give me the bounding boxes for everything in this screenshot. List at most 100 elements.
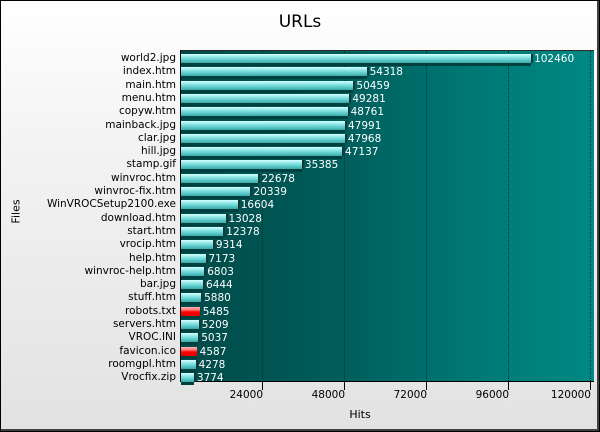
bar-cap [201,293,204,303]
value-label: 5485 [202,305,230,318]
bar-cap [301,160,304,170]
bar-shadow [181,329,199,332]
category-label: winvroc-fix.htm [94,185,176,197]
category-label: start.htm [127,224,176,237]
value-label: 5209 [201,319,229,331]
value-label: 4278 [198,358,226,371]
bar-cap [198,320,201,329]
value-label: 6444 [206,279,233,292]
bar-cap [205,253,208,263]
bar [181,240,215,250]
bar-cap [344,133,347,143]
bar-shadow [181,289,204,293]
bar [181,93,352,103]
bar-cap [342,147,345,157]
bar-shadow [181,249,213,253]
bar [181,373,196,383]
bar-cap [366,67,369,77]
gridline [426,51,427,381]
value-label: 47137 [345,146,379,159]
bar [181,80,356,90]
bar [181,200,240,210]
plot-area: 102460 54318 50459 49281 48761 47991 47968 4713… [180,50,594,386]
value-label: 49281 [352,92,386,105]
category-label: vrocip.htm [119,238,176,251]
category-label: favicon.ico [119,344,176,357]
category-label: Vrocfix.zip [121,371,176,384]
bar [181,359,198,369]
value-label: 12378 [226,225,260,238]
gridline [344,51,345,381]
bar [181,253,208,263]
x-tick [426,382,427,390]
category-label: stuff.htm [128,291,176,304]
value-label: 5037 [201,332,228,345]
bar [181,160,304,170]
bar [181,333,201,343]
bar [181,346,197,356]
bar [181,266,207,276]
value-label: 102460 [534,53,575,65]
bar-cap [250,187,253,196]
bar-shadow [181,382,194,386]
value-label: 50459 [356,79,390,92]
value-label: 47968 [347,132,382,145]
bar-cap [198,333,201,343]
value-label: 3774 [196,372,224,385]
bar-cap [237,200,240,210]
bar [181,107,350,117]
bar-shadow [181,169,302,173]
bar-cap [349,93,352,103]
x-tick-label: 24000 [229,389,263,401]
bar-cap [193,373,196,383]
category-label: roomgpl.htm [108,357,176,370]
category-label: download.htm [100,211,176,224]
bar-shadow [181,209,238,213]
bar-cap [212,240,215,250]
bar-shadow [181,63,532,66]
bar [181,306,200,316]
x-tick [508,382,509,390]
category-label: VROC.INI [128,331,176,344]
bar-cap [344,120,347,130]
bar-shadow [181,355,197,359]
value-label: 22678 [261,172,295,185]
bar [181,187,253,196]
bar-shadow [181,142,345,146]
gridline [508,51,509,381]
category-label: bar.jpg [139,278,176,291]
value-label: 47991 [347,119,382,132]
bar-shadow [181,182,259,186]
category-label: WinVROCSetup2100.exe [46,198,176,211]
bar-shadow [181,275,205,279]
bar-shadow [181,116,348,120]
bar [181,320,201,329]
category-label: stamp.gif [126,158,176,171]
value-label: 5880 [204,292,231,305]
bar [181,173,261,183]
bar [181,280,206,290]
category-label: hill.jpg [141,145,176,158]
value-label: 7173 [208,252,236,265]
gridline [262,51,263,381]
category-label: menu.htm [121,91,176,104]
category-label: main.htm [125,78,176,91]
value-label: 6803 [207,265,234,278]
bar-shadow [181,302,202,306]
bar-cap [225,213,228,223]
category-label: servers.htm [112,318,176,330]
bar-shadow [181,129,345,133]
bar-cap [347,107,350,117]
bar-shadow [181,222,226,226]
gridline [590,51,591,381]
value-label: 16604 [240,199,275,212]
bar [181,54,534,63]
bar-shadow [181,89,354,93]
value-label: 35385 [304,159,339,172]
bar [181,147,345,157]
bar [181,293,204,303]
x-axis-label: Hits [349,408,371,421]
x-tick-label: 48000 [311,389,345,401]
category-label: index.htm [122,65,176,78]
value-label: 4587 [199,345,227,358]
